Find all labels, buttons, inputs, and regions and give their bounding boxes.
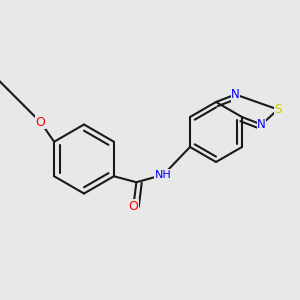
- Text: S: S: [274, 103, 282, 116]
- Text: N: N: [257, 118, 266, 131]
- Text: N: N: [231, 88, 240, 101]
- Text: NH: NH: [155, 170, 172, 180]
- Text: O: O: [128, 200, 138, 213]
- Text: O: O: [36, 116, 46, 129]
